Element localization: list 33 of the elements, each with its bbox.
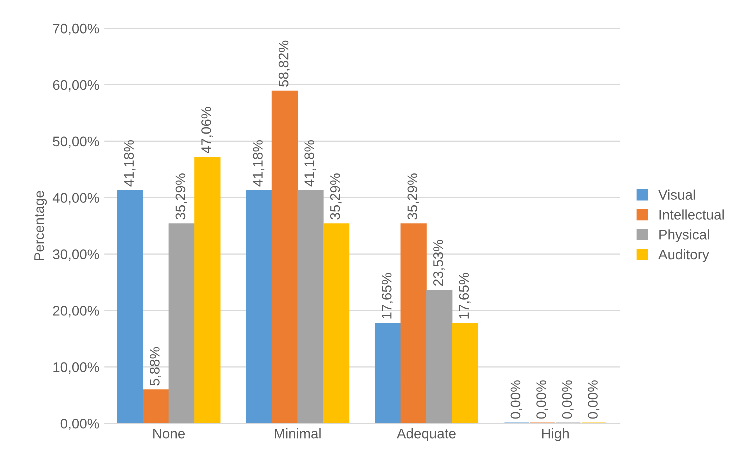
x-tick-label: Minimal <box>275 428 321 439</box>
data-label: 0,00% <box>536 380 548 419</box>
data-label: 41,18% <box>124 140 136 187</box>
legend-label: Physical <box>660 230 710 243</box>
x-tick-label: None <box>154 429 185 439</box>
data-label: 17,65% <box>382 273 394 319</box>
data-label: 17,65% <box>459 273 471 319</box>
data-label: 58,82% <box>278 40 290 87</box>
data-label: 35,29% <box>408 174 420 220</box>
data-label: 41,18% <box>253 140 265 187</box>
data-label: 47,06% <box>202 107 214 154</box>
y-tick-label: 30,00% <box>53 250 100 262</box>
data-label: 35,29% <box>176 174 188 220</box>
data-label: 35,29% <box>330 174 342 220</box>
legend-label: Auditory <box>658 249 710 262</box>
legend-label: Intellectual <box>660 210 724 220</box>
legend-label: Visual <box>658 190 696 200</box>
y-tick-label: 10,00% <box>54 362 100 374</box>
x-tick-label: High <box>542 428 569 442</box>
data-label: 0,00% <box>510 380 522 419</box>
data-label: 0,00% <box>588 380 600 419</box>
y-tick-label: 40,00% <box>52 193 100 205</box>
data-label: 41,18% <box>304 140 316 187</box>
y-tick-label: 50,00% <box>53 136 100 148</box>
data-label: 0,00% <box>562 380 574 419</box>
data-label: 5,88% <box>150 347 162 386</box>
x-tick-label: Adequate <box>397 428 456 442</box>
data-label: 23,53% <box>434 240 445 286</box>
y-axis-title: Percentage <box>34 191 48 260</box>
y-tick-label: 70,00% <box>53 24 100 36</box>
y-tick-label: 0,00% <box>60 418 100 430</box>
y-tick-label: 60,00% <box>53 80 100 92</box>
y-tick-label: 20,00% <box>53 306 100 318</box>
